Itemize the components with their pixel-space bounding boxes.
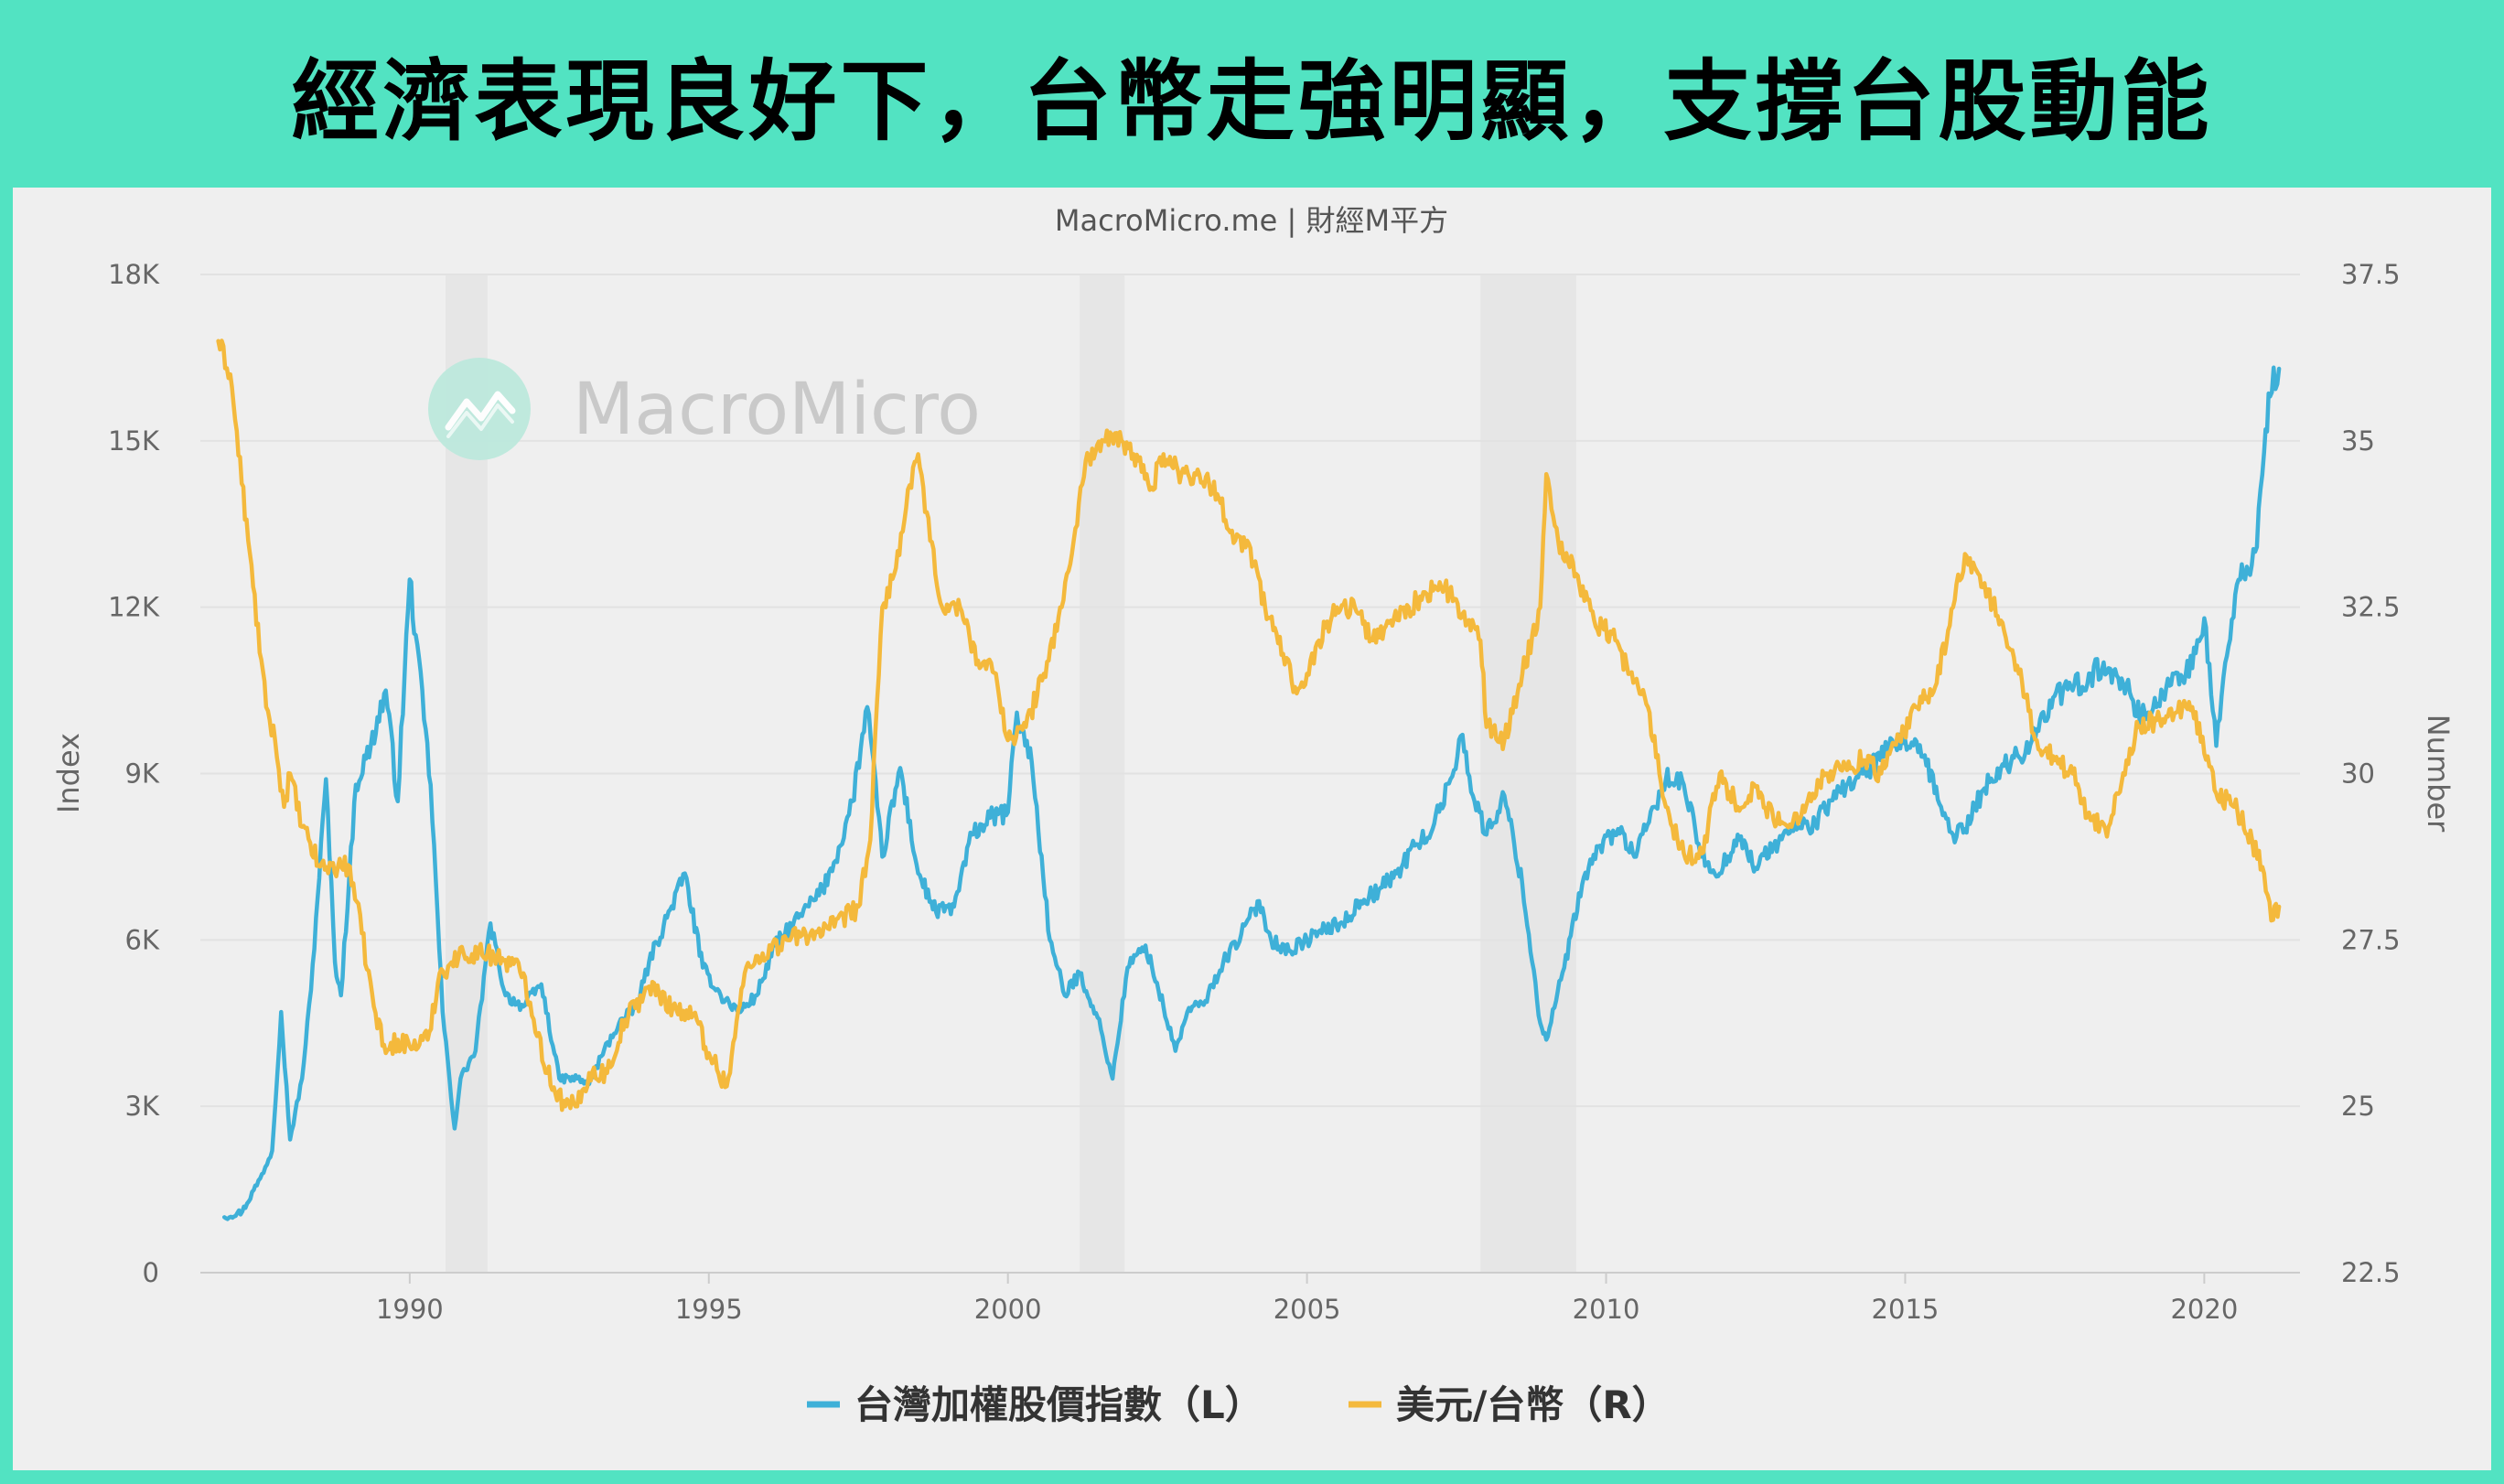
series-line-taiex — [221, 365, 2282, 1221]
right-tick-label: 22.5 — [2341, 1257, 2401, 1288]
chart-subtitle: MacroMicro.me | 財經M平方 — [1055, 203, 1448, 238]
watermark-logo-icon — [428, 358, 531, 460]
right-axis-ticks: 22.5 25 27.5 30 32.5 35 37.5 — [2341, 259, 2401, 1288]
x-tick-label: 2005 — [1273, 1294, 1341, 1325]
legend-label-usdtwd: 美元/台幣（R） — [1396, 1382, 1671, 1427]
legend-label-taiex: 台灣加權股價指數（L） — [854, 1382, 1263, 1427]
x-tick-label: 2010 — [1573, 1294, 1640, 1325]
left-tick-label: 15K — [108, 425, 160, 457]
right-axis-title: Number — [2421, 715, 2456, 833]
right-tick-label: 27.5 — [2341, 924, 2401, 955]
series-line-usdtwd — [216, 339, 2282, 1113]
left-tick-label: 6K — [125, 924, 160, 955]
legend-item-taiex[interactable]: 台灣加權股價指數（L） — [807, 1382, 1263, 1427]
chart-svg: MacroMicro MacroMicro.me | 財經M平方 0 3K 6K 9K… — [51, 203, 2456, 1427]
grid-lines — [200, 274, 2300, 1108]
legend[interactable]: 台灣加權股價指數（L） 美元/台幣（R） — [807, 1382, 1671, 1427]
left-tick-label: 12K — [108, 592, 160, 623]
left-tick-label: 3K — [125, 1091, 160, 1122]
watermark-text: MacroMicro — [573, 369, 981, 451]
x-tick-label: 2000 — [974, 1294, 1042, 1325]
banner: 經濟表現良好下，台幣走強明顯，支撐台股動能 — [0, 0, 2504, 188]
left-tick-label: 9K — [125, 758, 160, 790]
x-tick-label: 1990 — [376, 1294, 444, 1325]
legend-item-usdtwd[interactable]: 美元/台幣（R） — [1349, 1382, 1671, 1427]
right-tick-label: 35 — [2341, 425, 2375, 457]
left-tick-label: 0 — [143, 1257, 159, 1288]
x-tick-label: 2020 — [2170, 1294, 2238, 1325]
x-tick-label: 1995 — [675, 1294, 743, 1325]
right-tick-label: 32.5 — [2341, 592, 2401, 623]
right-tick-label: 37.5 — [2341, 259, 2401, 290]
chart-panel: MacroMicro MacroMicro.me | 財經M平方 0 3K 6K 9K… — [13, 188, 2491, 1470]
right-tick-label: 25 — [2341, 1091, 2375, 1122]
banner-title: 經濟表現良好下，台幣走強明顯，支撐台股動能 — [291, 50, 2213, 153]
watermark: MacroMicro — [428, 358, 981, 460]
x-tick-label: 2015 — [1872, 1294, 1940, 1325]
left-axis-ticks: 0 3K 6K 9K 12K 15K 18K — [108, 259, 160, 1288]
right-tick-label: 30 — [2341, 758, 2375, 790]
series-layer — [216, 339, 2282, 1221]
x-axis-ticks: 1990 1995 2000 2005 2010 2015 2020 — [376, 1273, 2238, 1325]
left-axis-title: Index — [51, 733, 86, 813]
left-tick-label: 18K — [108, 259, 160, 290]
